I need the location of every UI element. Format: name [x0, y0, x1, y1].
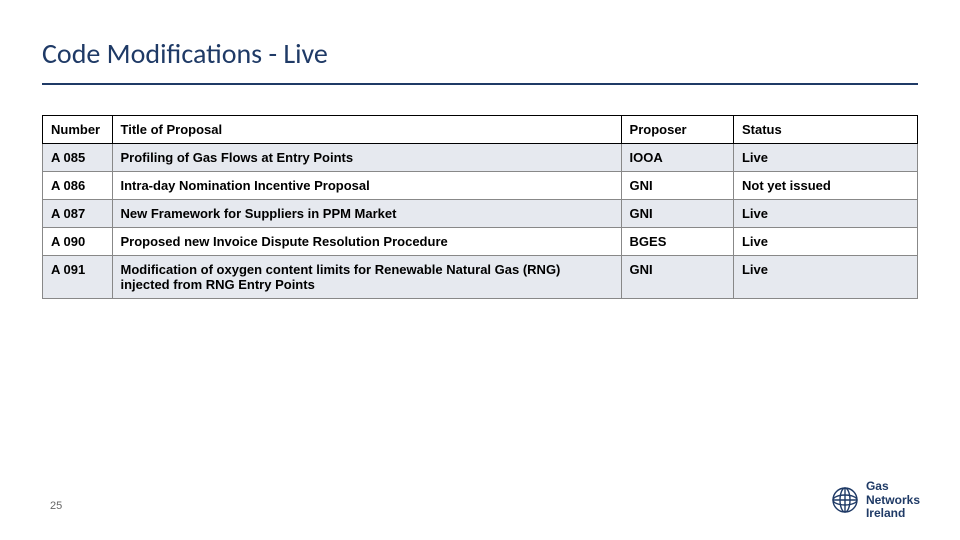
cell-number: A 085 [43, 144, 113, 172]
cell-title: Proposed new Invoice Dispute Resolution … [112, 228, 621, 256]
table-row: A 090 Proposed new Invoice Dispute Resol… [43, 228, 918, 256]
col-header-status: Status [733, 116, 917, 144]
cell-status: Live [733, 200, 917, 228]
modifications-table: Number Title of Proposal Proposer Status… [42, 115, 918, 299]
cell-proposer: IOOA [621, 144, 733, 172]
col-header-number: Number [43, 116, 113, 144]
col-header-proposer: Proposer [621, 116, 733, 144]
brand-text: Gas Networks Ireland [866, 480, 920, 520]
cell-status: Not yet issued [733, 172, 917, 200]
table-row: A 087 New Framework for Suppliers in PPM… [43, 200, 918, 228]
cell-title: Modification of oxygen content limits fo… [112, 256, 621, 299]
cell-number: A 090 [43, 228, 113, 256]
cell-proposer: GNI [621, 256, 733, 299]
col-header-title: Title of Proposal [112, 116, 621, 144]
page-title: Code Modifications - Live [42, 36, 918, 71]
cell-status: Live [733, 144, 917, 172]
globe-icon [830, 485, 860, 515]
slide-content: Code Modifications - Live Number Title o… [0, 0, 960, 299]
cell-proposer: BGES [621, 228, 733, 256]
brand-line1: Gas [866, 480, 920, 493]
cell-status: Live [733, 256, 917, 299]
cell-title: Profiling of Gas Flows at Entry Points [112, 144, 621, 172]
cell-proposer: GNI [621, 200, 733, 228]
table-row: A 091 Modification of oxygen content lim… [43, 256, 918, 299]
cell-number: A 087 [43, 200, 113, 228]
page-number: 25 [50, 500, 62, 512]
cell-number: A 086 [43, 172, 113, 200]
table-row: A 085 Profiling of Gas Flows at Entry Po… [43, 144, 918, 172]
cell-number: A 091 [43, 256, 113, 299]
title-rule [42, 83, 918, 85]
brand-logo: Gas Networks Ireland [830, 480, 920, 520]
cell-status: Live [733, 228, 917, 256]
table-row: A 086 Intra-day Nomination Incentive Pro… [43, 172, 918, 200]
brand-line3: Ireland [866, 507, 920, 520]
cell-title: New Framework for Suppliers in PPM Marke… [112, 200, 621, 228]
table-body: A 085 Profiling of Gas Flows at Entry Po… [43, 144, 918, 299]
table-header-row: Number Title of Proposal Proposer Status [43, 116, 918, 144]
cell-title: Intra-day Nomination Incentive Proposal [112, 172, 621, 200]
cell-proposer: GNI [621, 172, 733, 200]
brand-line2: Networks [866, 494, 920, 507]
